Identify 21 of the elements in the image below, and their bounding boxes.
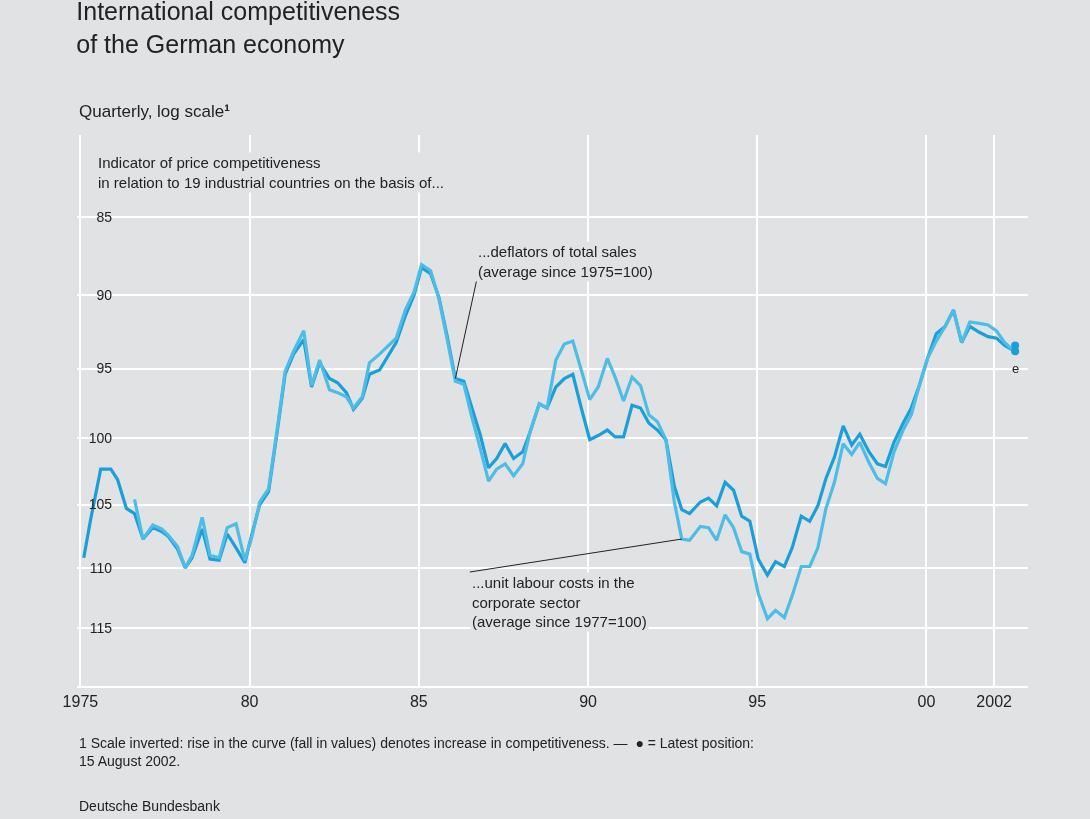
y-tick-label: 85	[96, 209, 113, 226]
annotation: ...deflators of total sales (average since 1975=100)	[478, 243, 653, 280]
y-tick-label: 95	[96, 360, 113, 377]
x-tick-label: 00	[917, 693, 936, 711]
y-tick-label: 110	[89, 559, 113, 576]
x-tick-label: 2002	[976, 693, 1013, 711]
annotation: e	[1012, 361, 1020, 376]
text: 1 Scale inverted: rise in the curve (fall in values) denotes increase in competitiveness. — ● = Latest position: 15 August 2002.	[79, 735, 754, 770]
y-tick-label: 115	[89, 620, 113, 637]
x-tick-label: 80	[240, 693, 259, 711]
x-tick-label: 90	[579, 693, 598, 711]
x-tick-label: 95	[748, 693, 767, 711]
y-tick-label: 100	[88, 430, 113, 447]
chart-subtitle: Quarterly, log scale¹	[79, 102, 231, 121]
annotation: Indicator of price competitiveness in relation to 19 industrial countries on the basis of...	[98, 154, 445, 191]
text: Deutsche Bundesbank	[79, 798, 221, 814]
chart-title: International competitiveness of the German economy	[76, 0, 401, 58]
x-tick-label: 85	[409, 693, 428, 711]
y-tick-label: 90	[96, 286, 113, 303]
annotation: ...unit labour costs in the corporate sector (average since 1977=100)	[472, 574, 647, 630]
x-tick-label: 1975	[62, 693, 99, 711]
